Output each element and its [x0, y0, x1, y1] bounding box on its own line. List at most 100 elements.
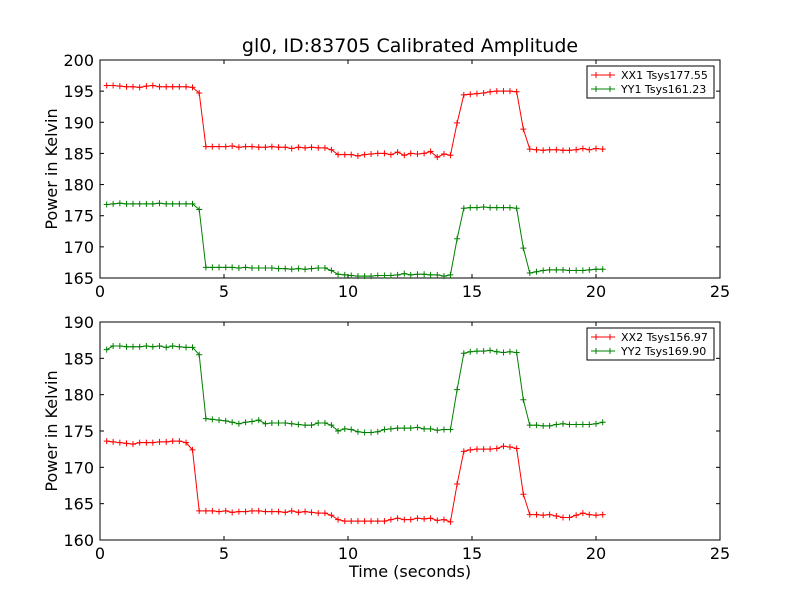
data-point	[136, 200, 143, 207]
data-point	[335, 428, 342, 434]
data-point	[288, 507, 295, 514]
data-point	[149, 82, 156, 89]
data-point	[321, 420, 328, 427]
y-tick-label: 170	[63, 458, 94, 477]
data-point	[414, 424, 421, 431]
data-point	[487, 446, 494, 453]
data-point	[407, 271, 414, 278]
data-point	[387, 516, 394, 523]
series-line	[106, 440, 603, 523]
legend-entry: YY1 Tsys161.23	[620, 83, 706, 96]
data-point	[216, 143, 223, 150]
data-point	[394, 425, 401, 432]
data-point	[176, 438, 183, 445]
x-tick-label: 25	[710, 544, 730, 563]
data-point	[116, 200, 123, 207]
data-point	[573, 146, 580, 153]
data-point	[526, 511, 533, 518]
data-point	[282, 265, 289, 272]
legend-entry: YY2 Tsys169.90	[620, 345, 706, 358]
data-point	[573, 512, 580, 519]
data-point	[467, 204, 474, 211]
data-point	[116, 342, 123, 349]
data-point	[473, 204, 480, 211]
data-point	[586, 421, 593, 428]
data-point	[447, 426, 454, 433]
y-tick-label: 195	[63, 82, 94, 101]
data-point	[348, 518, 355, 525]
legend-marker	[593, 72, 613, 78]
data-point	[368, 429, 375, 436]
data-point	[341, 425, 348, 432]
x-tick-label: 10	[338, 544, 358, 563]
data-point	[546, 266, 553, 273]
data-point	[526, 422, 533, 429]
y-tick-label: 185	[63, 349, 94, 368]
data-point	[394, 149, 401, 156]
data-point	[216, 417, 223, 424]
data-point	[434, 154, 441, 161]
data-point	[387, 425, 394, 432]
data-point	[328, 146, 335, 153]
data-point	[526, 270, 533, 277]
data-point	[520, 396, 527, 403]
data-point	[553, 513, 560, 520]
data-point	[500, 88, 507, 95]
data-point	[368, 518, 375, 525]
data-point	[149, 343, 156, 350]
data-point	[480, 446, 487, 453]
data-point	[493, 445, 500, 452]
series-line	[106, 85, 603, 158]
data-point	[553, 266, 560, 273]
data-point	[110, 342, 117, 349]
data-point	[599, 419, 606, 426]
data-point	[275, 144, 282, 151]
data-point	[374, 150, 381, 157]
data-point	[374, 428, 381, 435]
data-point	[302, 422, 309, 429]
data-point	[540, 267, 547, 274]
data-point	[335, 516, 342, 523]
data-point	[553, 146, 560, 153]
data-point	[579, 145, 586, 152]
data-point	[275, 420, 282, 427]
y-tick-label: 165	[63, 269, 94, 288]
data-point	[593, 266, 599, 273]
data-point	[288, 266, 295, 273]
data-point	[434, 517, 441, 524]
series-1	[103, 438, 606, 525]
data-point	[473, 348, 480, 355]
data-point	[560, 420, 567, 427]
data-point	[586, 146, 593, 153]
x-axis-label: Time (seconds)	[348, 562, 471, 581]
data-point	[143, 83, 150, 90]
data-point	[308, 509, 315, 516]
data-point	[460, 91, 467, 98]
data-point	[493, 348, 500, 355]
data-point	[401, 152, 408, 159]
series-line	[106, 345, 603, 433]
y-tick-label: 160	[63, 531, 94, 550]
data-point	[414, 151, 421, 158]
data-point	[262, 508, 269, 515]
x-tick-label: 25	[710, 282, 730, 301]
data-point	[189, 200, 196, 207]
data-point	[480, 90, 487, 97]
series-2	[103, 342, 606, 436]
data-point	[593, 512, 599, 519]
data-point	[520, 126, 527, 133]
data-point	[540, 512, 547, 519]
data-point	[235, 265, 242, 272]
data-point	[235, 508, 242, 515]
data-point	[454, 119, 461, 126]
x-tick-label: 0	[95, 282, 105, 301]
data-point	[341, 271, 348, 278]
data-point	[434, 427, 441, 434]
data-point	[222, 507, 229, 514]
data-point	[149, 200, 156, 207]
data-point	[454, 386, 461, 393]
data-point	[308, 265, 315, 272]
data-point	[401, 270, 408, 277]
data-point	[560, 147, 567, 154]
